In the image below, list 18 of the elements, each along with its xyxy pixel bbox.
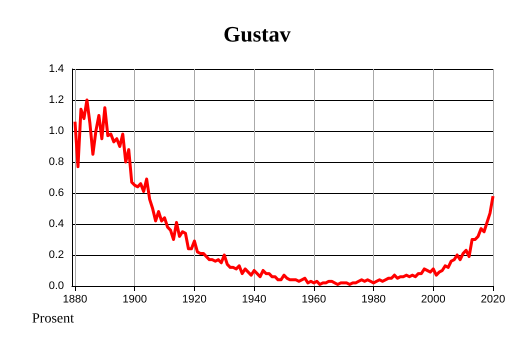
y-tick-label: 0.4 [48, 218, 64, 230]
y-tick-label: 1.4 [48, 63, 64, 75]
y-tick-label: 0.0 [48, 280, 64, 292]
x-tick-label: 1960 [302, 294, 326, 306]
y-tick-label: 0.2 [48, 249, 64, 261]
chart-title: Gustav [223, 22, 291, 46]
y-tick-label: 1.0 [48, 125, 64, 137]
y-axis-title: Prosent [32, 312, 74, 326]
y-tick-label: 0.8 [48, 156, 64, 168]
x-tick-label: 1920 [182, 294, 207, 306]
x-tick-label: 1940 [242, 294, 266, 306]
y-tick-label: 0.6 [48, 187, 64, 199]
x-tick-label: 2000 [421, 294, 446, 306]
x-tick-label: 1900 [122, 294, 147, 306]
x-tick-label: 1880 [62, 294, 88, 306]
x-tick-label: 1980 [361, 294, 386, 306]
x-tick-label: 2020 [480, 294, 506, 306]
y-tick-label: 1.2 [48, 94, 64, 106]
